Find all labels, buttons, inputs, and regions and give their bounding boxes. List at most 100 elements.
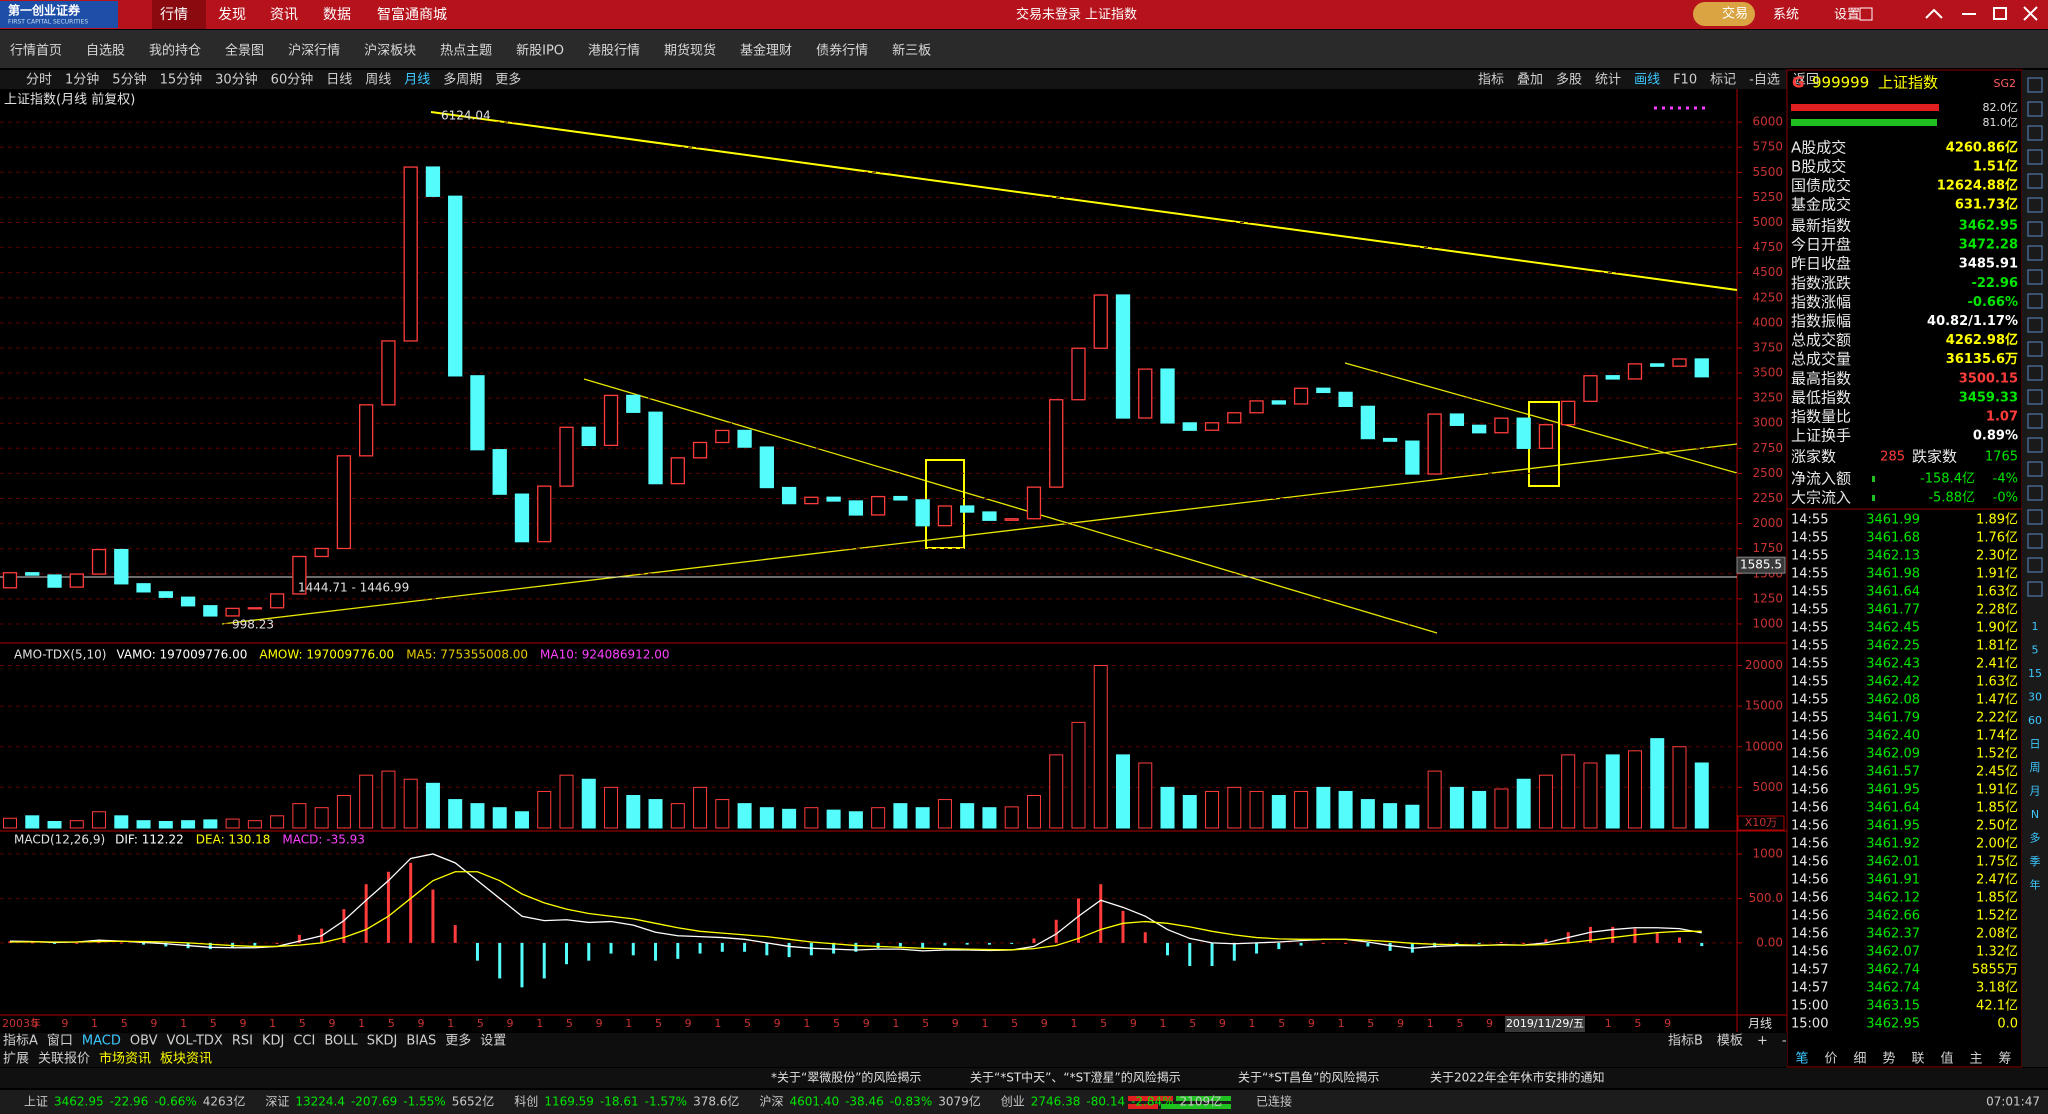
tool-button[interactable]: 画线: [1634, 73, 1660, 88]
settings-menu[interactable]: 设置: [1834, 8, 1860, 23]
info-tab[interactable]: 板块资讯: [160, 1052, 212, 1067]
side-tool[interactable]: [2027, 413, 2043, 429]
side-tool[interactable]: [2027, 557, 2043, 573]
indicator-tab[interactable]: CCI: [293, 1034, 315, 1049]
indicator-tab[interactable]: OBV: [130, 1034, 158, 1049]
side-tool[interactable]: [2027, 173, 2043, 189]
side-icon[interactable]: 月: [2030, 785, 2041, 798]
period-button[interactable]: 周线: [365, 73, 391, 88]
panel-tab[interactable]: 筹: [1998, 1051, 2011, 1067]
indicator-tab[interactable]: KDJ: [262, 1034, 284, 1049]
nav-item[interactable]: 行情首页: [10, 44, 62, 59]
side-icon[interactable]: 多: [2030, 831, 2041, 845]
icon[interactable]: [2023, 6, 2038, 21]
period-button[interactable]: 月线: [404, 73, 430, 88]
tool-button[interactable]: 统计: [1595, 73, 1621, 88]
tool-button[interactable]: 标记: [1710, 73, 1736, 88]
indicator-tab[interactable]: 更多: [445, 1033, 471, 1049]
side-tool[interactable]: [2027, 245, 2043, 261]
side-tool[interactable]: [2027, 365, 2043, 381]
indicator-tab[interactable]: BOLL: [324, 1034, 358, 1049]
side-tool[interactable]: [2027, 77, 2043, 93]
side-tool[interactable]: [2027, 461, 2043, 477]
nav-item[interactable]: 债券行情: [816, 43, 868, 59]
period-button[interactable]: 更多: [495, 72, 521, 88]
panel-tab[interactable]: 细: [1853, 1052, 1866, 1067]
side-tool[interactable]: [2027, 509, 2043, 525]
panel-tab[interactable]: 势: [1882, 1051, 1895, 1067]
side-icon[interactable]: 30: [2028, 691, 2042, 704]
side-icon[interactable]: 15: [2028, 667, 2042, 680]
tool-button[interactable]: 多股: [1556, 72, 1582, 88]
period-button[interactable]: 15分钟: [160, 72, 203, 88]
side-tool[interactable]: [2027, 485, 2043, 501]
side-icon[interactable]: 季: [2030, 855, 2041, 868]
indicator-tab[interactable]: 模板: [1717, 1034, 1743, 1049]
side-icon[interactable]: 周: [2030, 761, 2041, 774]
period-button[interactable]: 5分钟: [112, 72, 146, 88]
tool-button[interactable]: -自选: [1749, 73, 1780, 88]
nav-item[interactable]: 全景图: [225, 43, 264, 59]
news-item[interactable]: *关于“翠微股份”的风险揭示: [771, 1070, 921, 1085]
menu-item[interactable]: 智富通商城: [377, 6, 447, 23]
panel-tab[interactable]: 价: [1824, 1052, 1837, 1067]
side-tool[interactable]: [2027, 197, 2043, 213]
panel-tab[interactable]: 值: [1940, 1051, 1953, 1067]
side-tool[interactable]: [2027, 581, 2043, 597]
nav-item[interactable]: 新三板: [892, 43, 931, 59]
side-tool[interactable]: [2027, 317, 2043, 333]
indicator-tab[interactable]: RSI: [232, 1034, 253, 1049]
info-tab[interactable]: 市场资讯: [99, 1051, 151, 1067]
period-button[interactable]: 分时: [26, 73, 52, 88]
panel-tab[interactable]: 主: [1969, 1052, 1982, 1067]
news-item[interactable]: 关于“*ST昌鱼”的风险揭示: [1238, 1070, 1379, 1085]
trade-button[interactable]: 交易: [1722, 6, 1748, 22]
indicator-tab[interactable]: VOL-TDX: [167, 1034, 223, 1049]
menu-item[interactable]: 数据: [323, 7, 351, 23]
menu-item[interactable]: 行情: [160, 7, 188, 23]
side-icon[interactable]: 日: [2030, 738, 2041, 751]
info-tab[interactable]: 扩展: [3, 1052, 29, 1067]
indicator-tab[interactable]: +: [1757, 1034, 1768, 1049]
nav-item[interactable]: 热点主题: [440, 44, 492, 59]
side-tool[interactable]: [2027, 293, 2043, 309]
period-button[interactable]: 1分钟: [65, 72, 99, 88]
indicator-tab[interactable]: 指标B: [1668, 1034, 1703, 1049]
nav-item[interactable]: 自选股: [86, 44, 125, 59]
panel-tab[interactable]: 联: [1911, 1052, 1924, 1067]
side-tool[interactable]: [2027, 101, 2043, 117]
period-button[interactable]: 日线: [326, 73, 352, 88]
icon[interactable]: [1925, 8, 1943, 19]
icon[interactable]: [1859, 7, 1873, 21]
nav-item[interactable]: 基金理财: [740, 43, 792, 59]
side-icon[interactable]: 60: [2028, 714, 2042, 727]
nav-item[interactable]: 沪深行情: [288, 43, 340, 59]
system-menu[interactable]: 系统: [1773, 8, 1799, 23]
menu-item[interactable]: 资讯: [270, 7, 298, 23]
indicator-tab[interactable]: 指标A: [3, 1034, 38, 1049]
tool-button[interactable]: 返回: [1793, 73, 1819, 88]
period-button[interactable]: 多周期: [443, 72, 482, 88]
side-icon[interactable]: 年: [2030, 878, 2041, 892]
panel-tab[interactable]: 笔: [1795, 1051, 1808, 1067]
icon[interactable]: [1993, 7, 2007, 20]
nav-item[interactable]: 我的持仓: [149, 43, 201, 59]
indicator-tab[interactable]: -: [1782, 1034, 1787, 1049]
nav-item[interactable]: 港股行情: [588, 44, 640, 59]
menu-item[interactable]: 发现: [218, 7, 246, 23]
side-tool[interactable]: [2027, 341, 2043, 357]
indicator-tab[interactable]: BIAS: [406, 1034, 436, 1049]
period-button[interactable]: 60分钟: [271, 72, 314, 88]
period-button[interactable]: 30分钟: [215, 72, 258, 88]
side-icon[interactable]: N: [2031, 808, 2039, 821]
side-tool[interactable]: [2027, 149, 2043, 165]
news-item[interactable]: 关于2022年全年休市安排的通知: [1430, 1070, 1605, 1085]
tool-button[interactable]: 指标: [1478, 73, 1504, 88]
indicator-tab[interactable]: 窗口: [47, 1033, 73, 1049]
side-tool[interactable]: [2027, 269, 2043, 285]
side-icon[interactable]: 1: [2032, 620, 2039, 633]
news-item[interactable]: 关于“*ST中天”、“*ST澄星”的风险揭示: [970, 1070, 1181, 1085]
side-tool[interactable]: [2027, 437, 2043, 453]
nav-item[interactable]: 沪深板块: [364, 43, 416, 59]
nav-item[interactable]: 新股IPO: [516, 43, 564, 59]
